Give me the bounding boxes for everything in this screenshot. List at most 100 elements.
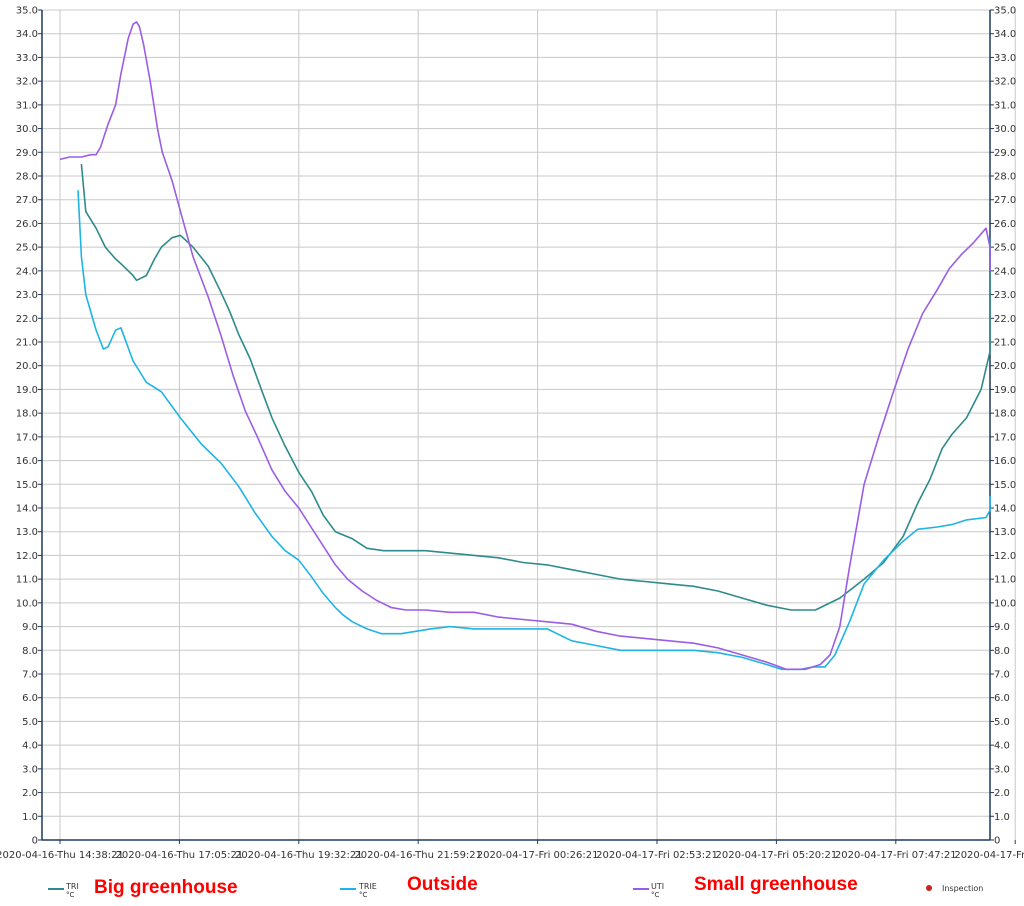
y-tick-label-left: 6.0 [22,693,38,704]
y-tick-label-left: 25.0 [16,243,38,254]
y-tick-label-right: 33.0 [994,53,1016,64]
y-tick-label-left: 9.0 [22,622,38,633]
legend-series-unit: °C [359,891,368,899]
y-tick-label-left: 34.0 [16,29,38,40]
y-tick-label-right: 15.0 [994,480,1016,491]
y-tick-label-left: 0 [32,836,38,847]
y-tick-label-right: 11.0 [994,575,1016,586]
series-line-tri [80,164,991,611]
y-tick-label-right: 0 [994,836,1000,847]
legend: TRI °C Big greenhouse TRIE °C Outside UT… [0,874,1024,902]
y-tick-label-left: 17.0 [16,432,38,443]
y-tick-label-left: 27.0 [16,195,38,206]
y-tick-label-left: 11.0 [16,575,38,586]
series-line-trie [77,190,991,671]
legend-item-big-greenhouse[interactable]: TRI °C Big greenhouse [48,874,308,902]
y-tick-label-right: 8.0 [994,646,1010,657]
y-tick-label-left: 5.0 [22,717,38,728]
y-tick-label-right: 16.0 [994,456,1016,467]
legend-series-label: Big greenhouse [94,877,238,898]
x-tick-label: 2020-04-17-Fri 05:20:21 [716,850,838,861]
legend-series-unit: °C [651,891,660,899]
y-tick-label-right: 4.0 [994,741,1010,752]
series-line-uti [59,21,991,671]
y-tick-label-right: 21.0 [994,338,1016,349]
y-tick-label-right: 30.0 [994,124,1016,135]
x-tick-label: 2020-04-16-Thu 21:59:21 [354,850,482,861]
y-tick-label-left: 32.0 [16,77,38,88]
y-tick-label-left: 14.0 [16,504,38,515]
y-tick-label-left: 20.0 [16,361,38,372]
y-tick-label-left: 23.0 [16,290,38,301]
y-tick-label-right: 20.0 [994,361,1016,372]
x-tick-label: 2020-04-17-Fri 10:14:21 [954,850,1024,861]
y-tick-label-right: 35.0 [994,6,1016,17]
y-tick-label-left: 26.0 [16,219,38,230]
y-tick-label-left: 35.0 [16,6,38,17]
axes [41,10,991,841]
x-tick-label: 2020-04-16-Thu 19:32:21 [235,850,363,861]
y-tick-label-right: 10.0 [994,598,1016,609]
y-tick-label-left: 22.0 [16,314,38,325]
y-tick-label-left: 8.0 [22,646,38,657]
x-tick-label: 2020-04-16-Thu 14:38:21 [0,850,124,861]
y-tick-label-right: 28.0 [994,172,1016,183]
y-tick-label-right: 26.0 [994,219,1016,230]
legend-series-label: Outside [407,874,478,895]
legend-inspection-label: Inspection [942,884,984,893]
legend-series-label: Small greenhouse [694,874,858,895]
y-tick-label-right: 25.0 [994,243,1016,254]
gridlines [42,9,1016,841]
y-tick-label-left: 1.0 [22,812,38,823]
y-tick-label-left: 2.0 [22,788,38,799]
legend-item-small-greenhouse[interactable]: UTI °C Small greenhouse [633,874,883,902]
y-tick-label-left: 18.0 [16,409,38,420]
y-tick-label-left: 13.0 [16,527,38,538]
y-axis-left-ticks: 0 1.0 2.0 3.0 4.0 5.0 6.0 7.0 8.0 9.0 10.0 11.0 12.0… [16,6,42,847]
y-tick-label-left: 16.0 [16,456,38,467]
y-tick-label-right: 22.0 [994,314,1016,325]
y-tick-label-right: 1.0 [994,812,1010,823]
legend-swatch-uti [633,888,649,890]
y-tick-label-right: 34.0 [994,29,1016,40]
inspection-dot-icon [926,885,932,891]
y-tick-label-left: 4.0 [22,741,38,752]
y-tick-label-right: 17.0 [994,432,1016,443]
x-tick-label: 2020-04-17-Fri 02:53:21 [596,850,718,861]
y-tick-label-right: 7.0 [994,670,1010,681]
y-tick-label-left: 30.0 [16,124,38,135]
y-tick-label-right: 27.0 [994,195,1016,206]
legend-series-code: UTI [651,882,665,891]
y-tick-label-right: 3.0 [994,764,1010,775]
y-tick-label-left: 24.0 [16,266,38,277]
x-tick-label: 2020-04-16-Thu 17:05:21 [116,850,244,861]
y-tick-label-left: 3.0 [22,764,38,775]
legend-swatch-tri [48,888,64,890]
y-tick-label-right: 23.0 [994,290,1016,301]
legend-item-inspection[interactable]: Inspection [926,874,1016,902]
x-tick-label: 2020-04-17-Fri 07:47:21 [835,850,957,861]
y-tick-label-left: 28.0 [16,172,38,183]
x-tick-label: 2020-04-17-Fri 00:26:21 [477,850,599,861]
legend-series-code: TRI [66,882,79,891]
legend-series-code: TRIE [359,882,377,891]
y-tick-label-left: 31.0 [16,100,38,111]
y-tick-label-right: 29.0 [994,148,1016,159]
legend-series-unit: °C [66,891,75,899]
y-tick-label-right: 24.0 [994,266,1016,277]
y-tick-label-left: 21.0 [16,338,38,349]
y-tick-label-right: 5.0 [994,717,1010,728]
y-tick-label-left: 15.0 [16,480,38,491]
y-tick-label-right: 19.0 [994,385,1016,396]
y-tick-label-right: 2.0 [994,788,1010,799]
legend-swatch-trie [340,888,356,890]
y-tick-label-right: 32.0 [994,77,1016,88]
y-axis-right-ticks: 0 1.0 2.0 3.0 4.0 5.0 6.0 7.0 8.0 9.0 10.0 11.0 12.0… [990,6,1016,847]
y-tick-label-right: 31.0 [994,100,1016,111]
y-tick-label-right: 6.0 [994,693,1010,704]
y-tick-label-right: 13.0 [994,527,1016,538]
legend-item-outside[interactable]: TRIE °C Outside [340,874,540,902]
y-tick-label-left: 19.0 [16,385,38,396]
